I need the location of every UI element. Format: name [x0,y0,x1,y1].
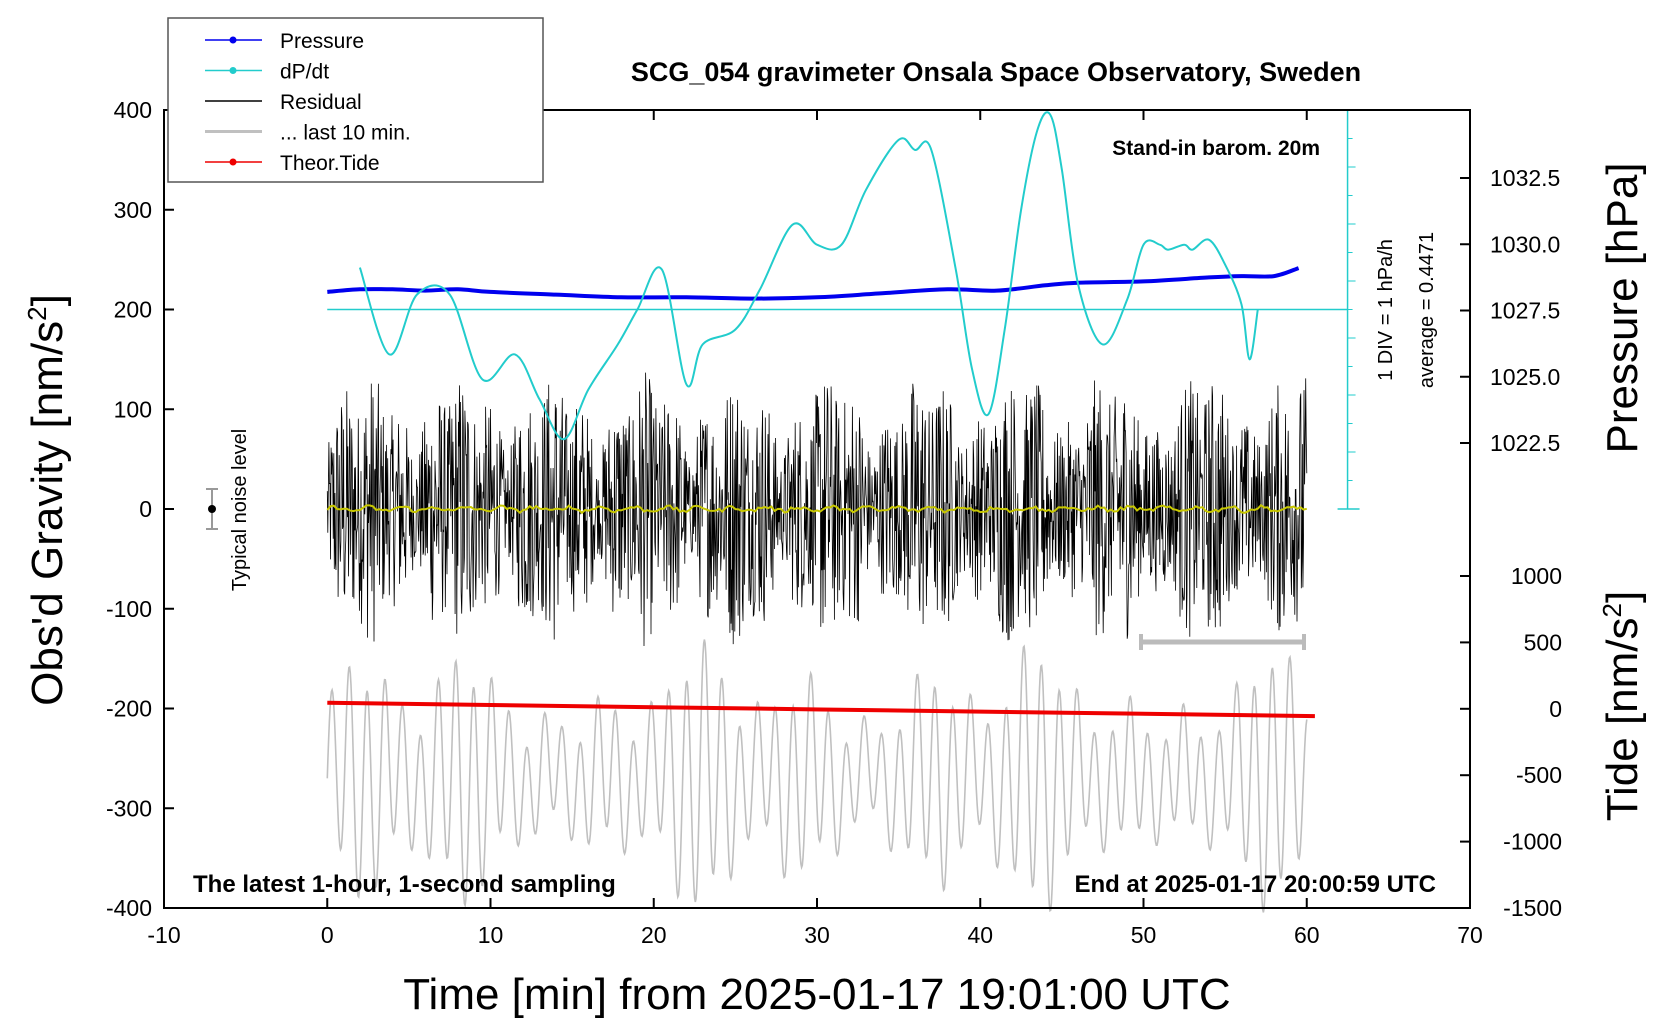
series-pressure [327,266,1300,301]
y-tick-label: 300 [114,197,152,223]
pressure-tick-label: 1027.5 [1490,298,1560,324]
tide-tick-label: -1000 [1503,829,1562,855]
y-axis-pressure-label: Pressure [hPa] [1598,162,1647,453]
tide-tick-label: 1000 [1511,563,1562,589]
series-dp-dt [358,111,1259,441]
y-axis-tide-label-main: Tide [nm/s [1598,617,1647,821]
pressure-tick-label: 1022.5 [1490,430,1560,456]
sampling-note: The latest 1-hour, 1-second sampling [193,871,616,898]
y-tick-label: -100 [106,596,152,622]
y-tick-label: 100 [114,396,152,422]
series-last-10min [326,639,1308,913]
y-axis-left: 400 300 200 100 0 -100 -200 -300 -400 [106,97,174,921]
plot-layer [326,109,1360,913]
pressure-tick-label: 1025.0 [1490,364,1560,390]
legend: Pressure dP/dt Residual ... last 10 min. The… [167,17,544,183]
series-theor-tide [327,700,1315,719]
y-axis-left-label: Obs'd Gravity [nm/s2] [22,294,72,706]
tide-tick-label: -500 [1516,762,1562,788]
last-10min-range-bar [1139,634,1306,650]
end-time-note: End at 2025-01-17 20:00:59 UTC [1075,871,1437,898]
tide-tick-label: 500 [1524,629,1562,655]
series-residual [326,372,1308,647]
tide-tick-label: -1500 [1503,895,1562,921]
noise-level-label: Typical noise level [229,429,251,591]
x-tick-label: 0 [321,922,334,948]
y-tick-label: -300 [106,795,152,821]
y-axis-left-label-sup: 2 [22,306,52,320]
y-axis-left-label-main: Obs'd Gravity [nm/s [23,321,72,706]
legend-label: dP/dt [280,61,329,84]
legend-marker [229,158,237,166]
legend-label: Theor.Tide [280,152,380,175]
pressure-tick-label: 1032.5 [1490,165,1560,191]
legend-box [167,17,544,183]
series-residual-smoothed [326,503,1308,515]
pressure-tick-label: 1030.0 [1490,231,1560,257]
y-axis-pressure: 1032.5 1030.0 1027.5 1025.0 1022.5 [1460,165,1560,456]
x-tick-label: 20 [641,922,667,948]
y-tick-label: 0 [139,496,152,522]
y-axis-tide-label-sup: 2 [1597,603,1627,617]
legend-label: Pressure [280,30,364,53]
x-tick-label: 10 [478,922,504,948]
legend-marker [229,67,237,74]
y-axis-left-label-end: ] [23,294,72,306]
scale-average-label: average = 0.4471 [1416,232,1438,388]
x-tick-label: 30 [804,922,830,948]
legend-label: ... last 10 min. [280,122,411,145]
y-tick-label: 400 [114,97,152,123]
y-tick-label: 200 [114,297,152,323]
y-axis-tide: 1000 500 0 -500 -1000 -1500 [1460,563,1562,921]
x-tick-label: -10 [147,922,180,948]
noise-level-marker [206,488,218,530]
x-tick-label: 40 [967,922,993,948]
tide-tick-label: 0 [1549,696,1562,722]
scale-div-label: 1 DIV = 1 hPa/h [1375,239,1397,381]
legend-marker [229,36,237,44]
legend-label: Residual [280,91,362,114]
barometer-note: Stand-in barom. 20m [1112,137,1320,160]
y-axis-tide-label-end: ] [1598,591,1647,603]
y-tick-label: -400 [106,895,152,921]
y-tick-label: -200 [106,696,152,722]
y-axis-tide-label: Tide [nm/s2] [1597,591,1647,821]
x-tick-label: 70 [1457,922,1483,948]
chart-title: SCG_054 gravimeter Onsala Space Observat… [631,57,1361,87]
x-axis-label: Time [min] from 2025-01-17 19:01:00 UTC [403,970,1230,1019]
x-tick-label: 50 [1131,922,1157,948]
x-tick-label: 60 [1294,922,1320,948]
